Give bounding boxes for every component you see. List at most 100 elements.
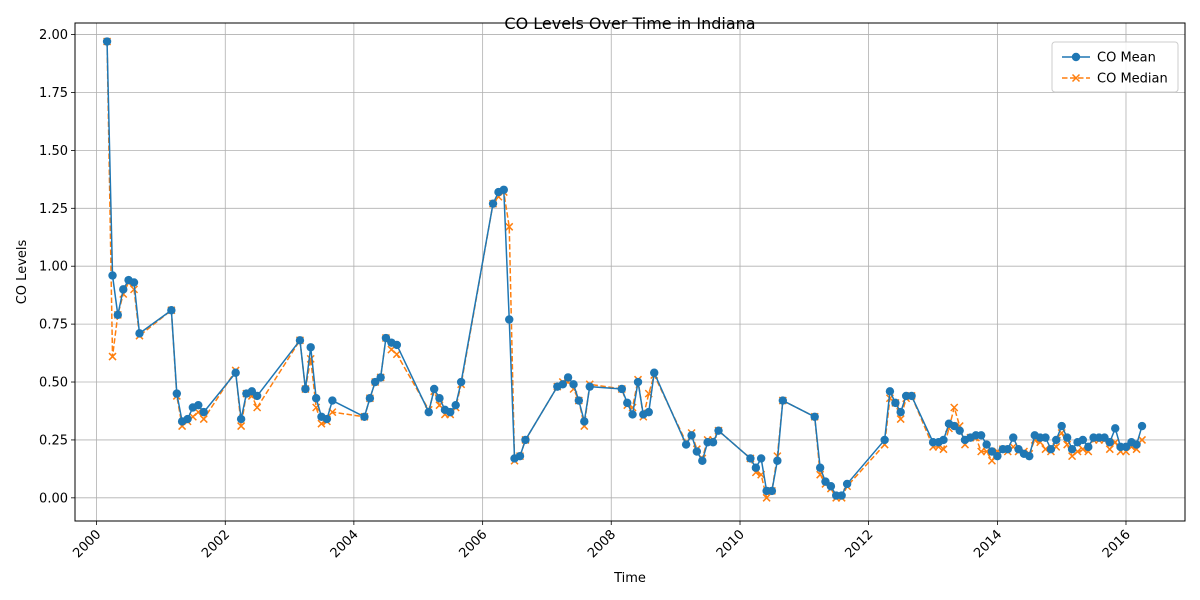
plot-area-frame [74, 22, 1186, 522]
co-mean-point [976, 431, 986, 440]
co-mean-point [370, 377, 380, 387]
co-mean-point [574, 396, 584, 405]
co-mean-point [488, 199, 498, 208]
co-mean-point [746, 454, 755, 463]
y-tick-label: 0.00 [39, 491, 68, 506]
co-mean-point [585, 382, 594, 391]
co-mean-point [987, 447, 997, 456]
co-median-point [762, 493, 771, 502]
co-mean-point [515, 451, 525, 461]
co-mean-point [1057, 421, 1066, 431]
co-mean-point [521, 435, 530, 445]
y-tick-label: 2.00 [39, 28, 68, 43]
y-tick-label: 1.75 [39, 86, 68, 101]
co-mean-point [451, 400, 460, 410]
co-mean-point [950, 421, 959, 431]
co-mean-point [569, 380, 578, 389]
co-mean-point [1111, 424, 1120, 433]
co-mean-point [778, 396, 788, 405]
co-mean-point [1009, 433, 1018, 442]
co-mean-point [381, 333, 391, 343]
co-mean-point [172, 389, 182, 398]
co-mean-point [252, 391, 262, 401]
co-mean-point [767, 486, 777, 496]
co-mean-point [306, 343, 315, 352]
co-mean-point [505, 315, 514, 324]
co-mean-point [1132, 440, 1141, 449]
co-mean-point [558, 380, 567, 389]
co-mean-point [301, 384, 310, 394]
co-mean-point [1137, 421, 1147, 431]
co-mean-point [1078, 435, 1088, 445]
legend-median-label: CO Median [1097, 72, 1168, 87]
legend-median-marker [1071, 73, 1081, 83]
co-mean-point [623, 398, 632, 408]
co-mean-point [1067, 444, 1077, 454]
co-mean-point [633, 377, 643, 387]
co-mean-point [360, 412, 369, 421]
co-mean-point [446, 407, 455, 417]
legend-box [1051, 41, 1179, 93]
co-mean-point [376, 373, 385, 382]
co-mean-point [456, 377, 466, 387]
axis-ticks: 0.000.250.500.751.001.251.501.752.002000… [39, 28, 1134, 561]
y-tick-label: 0.25 [39, 433, 68, 448]
co-mean-point [231, 368, 240, 377]
co-mean-point [939, 435, 948, 445]
y-tick-label: 1.25 [39, 202, 68, 217]
co-mean-point [429, 384, 439, 394]
y-tick-label: 1.00 [39, 260, 68, 275]
co-mean-point [135, 329, 144, 338]
co-median-point [896, 415, 905, 424]
co-mean-point [328, 396, 337, 405]
co-mean-point [1052, 435, 1061, 445]
co-mean-point [1084, 442, 1093, 452]
co-mean-point [714, 426, 723, 435]
co-median-point [253, 403, 262, 412]
co-mean-point [1046, 444, 1056, 454]
co-mean-point [1003, 444, 1012, 454]
co-mean-series [102, 37, 1147, 500]
co-mean-point [687, 431, 696, 440]
co-mean-point [756, 454, 766, 463]
co-mean-point [681, 440, 691, 449]
co-mean-point [1041, 433, 1050, 442]
co-mean-point [993, 451, 1002, 461]
co-mean-point [1121, 442, 1131, 452]
co-mean-point [119, 285, 128, 294]
co-mean-point [644, 407, 653, 417]
legend-mean-label: CO Mean [1097, 51, 1156, 66]
co-mean-point [102, 37, 112, 46]
y-axis-title: CO Levels [15, 240, 30, 305]
co-mean-point [499, 185, 508, 194]
co-median-point [950, 403, 959, 412]
x-axis-title: Time [613, 571, 646, 586]
co-mean-point [167, 306, 176, 315]
co-mean-point [295, 336, 305, 345]
co-median-point [237, 422, 246, 431]
co-mean-point [183, 414, 192, 424]
co-mean-point [880, 435, 889, 445]
legend-mean-marker [1071, 52, 1081, 62]
co-median-point [505, 222, 514, 231]
co-mean-point [392, 340, 402, 350]
co-mean-point [708, 438, 718, 447]
co-mean-point [435, 394, 444, 403]
co-mean-point [113, 310, 123, 320]
co-mean-point [1062, 433, 1072, 442]
co-mean-point [365, 394, 375, 403]
co-median-point [939, 445, 948, 454]
co-mean-point [751, 463, 761, 472]
co-mean-point [311, 394, 321, 403]
co-mean-point [1025, 451, 1034, 461]
co-mean-point [891, 398, 900, 408]
y-tick-label: 0.75 [39, 318, 68, 333]
co-mean-point [907, 391, 916, 401]
co-mean-point [563, 373, 573, 382]
co-mean-point [580, 417, 589, 426]
co-mean-point [773, 456, 782, 465]
co-median-point [199, 415, 208, 424]
co-mean-point [885, 387, 895, 396]
co-mean-point [698, 456, 707, 465]
